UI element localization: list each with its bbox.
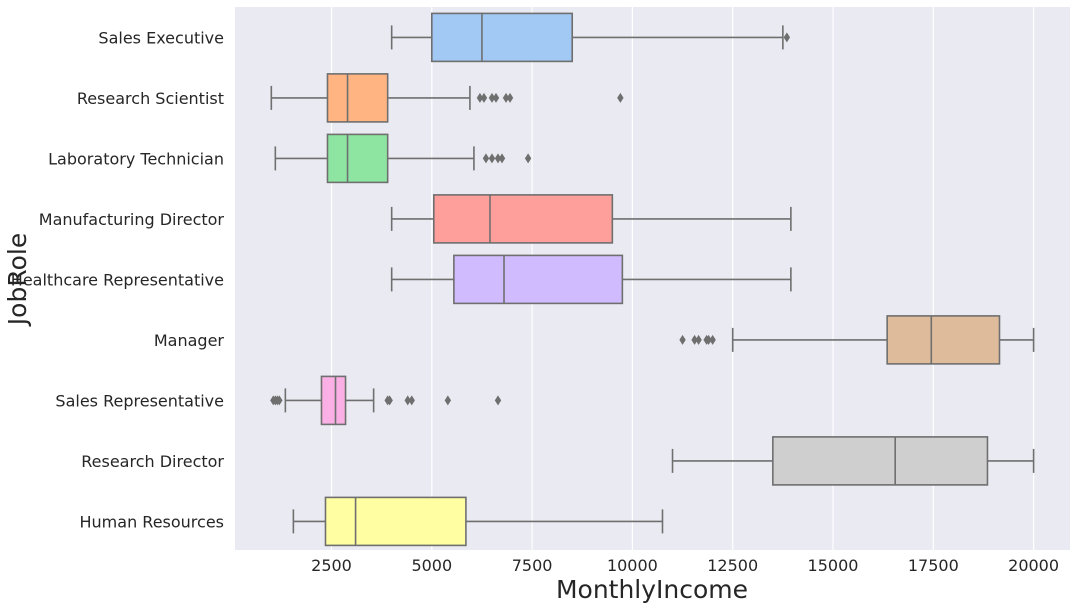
x-tick-label: 17500 <box>908 556 959 575</box>
outlier-point <box>502 92 510 103</box>
category-label: Research Scientist <box>77 89 224 108</box>
iqr-box <box>772 436 989 486</box>
iqr-box <box>453 254 624 305</box>
outlier-point <box>408 395 415 406</box>
box-group <box>390 12 791 63</box>
box-group <box>274 133 532 184</box>
outlier-point <box>488 92 496 103</box>
category-label: Laboratory Technician <box>48 149 224 168</box>
category-label: Research Director <box>81 452 224 471</box>
outlier-point <box>276 395 283 406</box>
outlier-point <box>695 334 702 345</box>
outlier-point <box>524 153 532 164</box>
box-group <box>292 496 664 547</box>
x-axis-title: MonthlyIncome <box>556 575 748 604</box>
iqr-box <box>324 496 467 547</box>
category-label: Human Resources <box>80 512 225 531</box>
outlier-point <box>506 92 514 103</box>
box-group <box>679 315 1035 365</box>
x-tick-label: 10000 <box>607 556 658 575</box>
iqr-box <box>886 315 1001 365</box>
box-group <box>671 436 1035 486</box>
outlier-point <box>498 153 506 164</box>
category-label: Sales Executive <box>98 28 224 47</box>
x-tick-label: 15000 <box>808 556 859 575</box>
iqr-box <box>433 194 614 244</box>
x-tick-label: 12500 <box>707 556 758 575</box>
outlier-point <box>482 153 490 164</box>
iqr-box <box>326 133 389 184</box>
outlier-point <box>476 92 484 103</box>
outlier-point <box>691 334 698 345</box>
x-tick-label: 7500 <box>512 556 553 575</box>
x-tick-label: 5000 <box>411 556 452 575</box>
outlier-point <box>705 334 712 345</box>
box-group <box>270 73 624 123</box>
x-tick-labels: 2500 5000 7500 10000 12500 15000 17500 20000 <box>311 556 1059 575</box>
category-label: Healthcare Representative <box>11 270 224 289</box>
category-label: Manufacturing Director <box>39 210 225 229</box>
outlier-point <box>494 153 502 164</box>
outlier-point <box>386 395 393 406</box>
box-group <box>390 254 792 305</box>
box-group <box>390 194 792 244</box>
category-labels: Sales Executive Research Scientist Laborat… <box>11 28 225 531</box>
boxes-group <box>270 12 1035 547</box>
outlier-point <box>404 395 411 406</box>
outlier-point <box>494 395 502 406</box>
box-group <box>270 375 502 426</box>
outlier-point <box>492 92 500 103</box>
iqr-box <box>326 73 389 123</box>
outlier-point <box>488 153 496 164</box>
outlier-point <box>617 92 624 103</box>
y-axis-title: JobRole <box>3 233 32 327</box>
category-label: Sales Representative <box>55 391 224 410</box>
x-tick-label: 20000 <box>1008 556 1059 575</box>
outlier-point <box>709 334 716 345</box>
outlier-point <box>679 334 686 345</box>
iqr-box <box>320 375 347 426</box>
outlier-point <box>783 32 791 43</box>
category-label: Manager <box>154 331 225 350</box>
outlier-point <box>480 92 488 103</box>
x-tick-label: 2500 <box>311 556 352 575</box>
iqr-box <box>430 12 574 63</box>
outlier-point <box>444 395 452 406</box>
